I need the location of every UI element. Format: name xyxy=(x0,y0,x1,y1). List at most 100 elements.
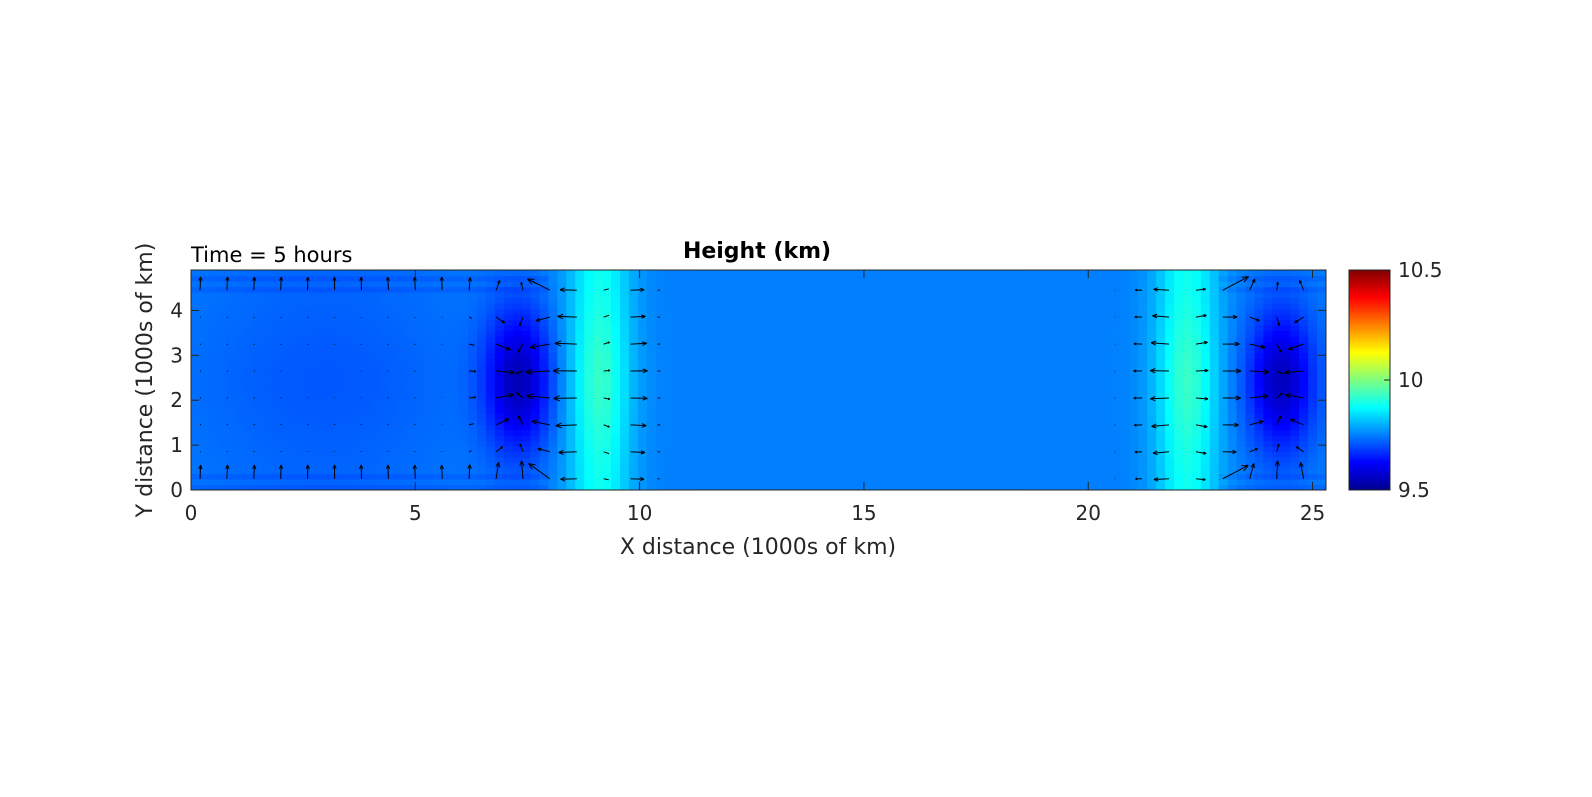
heatmap-cell xyxy=(557,440,567,447)
heatmap-cell xyxy=(494,468,505,475)
heatmap-cell xyxy=(941,429,952,436)
heatmap-cell xyxy=(888,347,898,354)
heatmap-cell xyxy=(941,407,952,414)
heatmap-cell xyxy=(932,308,943,315)
heatmap-cell xyxy=(280,303,290,310)
heatmap-cell xyxy=(1165,402,1175,409)
heatmap-cell xyxy=(512,440,523,447)
heatmap-cell xyxy=(333,330,344,337)
heatmap-cell xyxy=(360,424,371,431)
heatmap-cell xyxy=(1209,363,1220,370)
heatmap-cell xyxy=(754,396,764,403)
heatmap-cell xyxy=(897,275,907,282)
heatmap-cell xyxy=(816,330,827,337)
heatmap-cell xyxy=(628,297,639,304)
heatmap-cell xyxy=(468,391,478,398)
heatmap-cell xyxy=(226,275,237,282)
heatmap-cell xyxy=(199,292,210,299)
heatmap-cell xyxy=(709,424,719,431)
heatmap-cell xyxy=(1111,446,1122,453)
heatmap-cell xyxy=(959,369,970,376)
heatmap-cell xyxy=(307,374,317,381)
heatmap-cell xyxy=(512,435,523,442)
heatmap-cell xyxy=(521,292,532,299)
heatmap-cell xyxy=(208,319,219,326)
heatmap-cell xyxy=(1236,303,1247,310)
heatmap-cell xyxy=(619,473,630,480)
heatmap-cell xyxy=(691,418,702,425)
heatmap-cell xyxy=(191,308,201,315)
heatmap-cell xyxy=(709,374,719,381)
heatmap-cell xyxy=(485,424,496,431)
heatmap-cell xyxy=(905,407,916,414)
heatmap-cell xyxy=(789,341,800,348)
heatmap-cell xyxy=(602,402,612,409)
heatmap-cell xyxy=(843,473,853,480)
heatmap-cell xyxy=(226,330,237,337)
heatmap-cell xyxy=(253,380,264,387)
heatmap-cell xyxy=(986,396,996,403)
heatmap-cell xyxy=(235,462,246,469)
heatmap-cell xyxy=(628,330,639,337)
heatmap-cell xyxy=(1004,336,1014,343)
heatmap-cell xyxy=(1200,440,1211,447)
heatmap-cell xyxy=(1254,391,1265,398)
heatmap-cell xyxy=(226,451,237,458)
heatmap-cell xyxy=(1120,369,1130,376)
heatmap-cell xyxy=(262,374,273,381)
heatmap-cell xyxy=(1156,440,1166,447)
heatmap-cell xyxy=(1066,385,1077,392)
heatmap-cell xyxy=(1048,468,1059,475)
heatmap-cell xyxy=(459,413,469,420)
heatmap-cell xyxy=(1057,484,1068,490)
heatmap-cell xyxy=(905,336,916,343)
heatmap-cell xyxy=(905,347,916,354)
heatmap-cell xyxy=(548,314,559,321)
heatmap-cell xyxy=(780,468,791,475)
heatmap-cell xyxy=(575,435,585,442)
heatmap-cell xyxy=(1111,281,1122,288)
heatmap-cell xyxy=(575,330,585,337)
heatmap-cell xyxy=(208,407,219,414)
heatmap-cell xyxy=(950,308,961,315)
heatmap-cell xyxy=(798,358,809,365)
heatmap-cell xyxy=(271,418,281,425)
heatmap-cell xyxy=(1084,402,1095,409)
heatmap-cell xyxy=(1138,435,1148,442)
heatmap-cell xyxy=(807,457,818,464)
heatmap-cell xyxy=(593,446,603,453)
heatmap-cell xyxy=(977,446,987,453)
heatmap-cell xyxy=(226,380,237,387)
heatmap-cell xyxy=(646,451,657,458)
heatmap-cell xyxy=(682,341,693,348)
heatmap-cell xyxy=(521,435,532,442)
heatmap-cell xyxy=(852,451,862,458)
heatmap-cell xyxy=(611,473,621,480)
heatmap-cell xyxy=(1138,297,1148,304)
heatmap-cell xyxy=(262,429,273,436)
heatmap-cell xyxy=(342,473,353,480)
heatmap-cell xyxy=(709,369,719,376)
heatmap-cell xyxy=(1200,468,1211,475)
heatmap-cell xyxy=(655,440,666,447)
heatmap-cell xyxy=(262,336,273,343)
heatmap-cell xyxy=(503,391,514,398)
heatmap-cell xyxy=(1254,319,1265,326)
heatmap-cell xyxy=(914,325,925,332)
heatmap-cell xyxy=(870,413,880,420)
heatmap-cell xyxy=(807,330,818,337)
heatmap-cell xyxy=(468,385,478,392)
heatmap-cell xyxy=(628,484,639,490)
heatmap-cell xyxy=(673,385,684,392)
heatmap-cell xyxy=(1066,292,1077,299)
heatmap-cell xyxy=(1013,402,1023,409)
heatmap-cell xyxy=(1156,369,1166,376)
heatmap-cell xyxy=(1129,314,1139,321)
heatmap-cell xyxy=(789,380,800,387)
heatmap-cell xyxy=(1272,451,1282,458)
heatmap-cell xyxy=(503,396,514,403)
heatmap-cell xyxy=(879,275,889,282)
heatmap-cell xyxy=(217,479,228,486)
heatmap-cell xyxy=(637,462,648,469)
heatmap-cell xyxy=(396,369,407,376)
